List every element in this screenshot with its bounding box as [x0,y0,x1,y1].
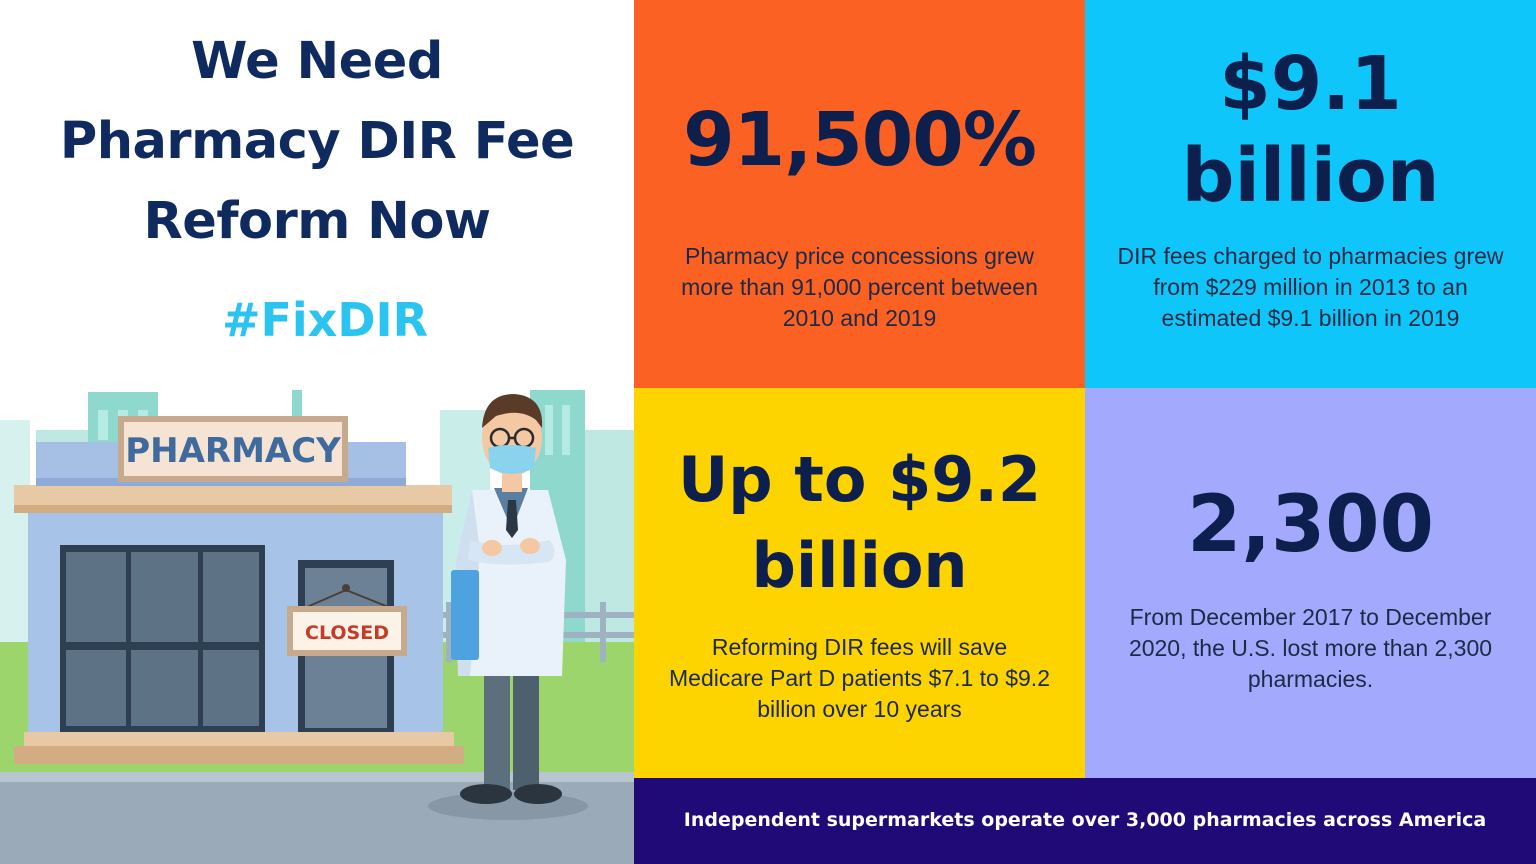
stat-value-line-2: billion [1181,133,1440,219]
pharmacy-building: PHARMACY CLOSED [14,416,464,764]
headline-line-1: We Need [191,32,443,91]
hashtag: #FixDIR [221,293,429,347]
stat-tile-price-concessions: 91,500% Pharmacy price concessions grew … [634,0,1085,388]
stat-value: 91,500% [683,97,1037,183]
pharmacy-illustration: PHARMACY CLOSED [0,390,634,864]
stat-description: Pharmacy price concessions grew more tha… [681,243,1038,331]
stat-value-line-1: $9.1 [1219,41,1402,127]
pharmacy-sign: PHARMACY [125,431,341,471]
stat-tile-dir-fees: $9.1 billion DIR fees charged to pharmac… [1085,0,1536,388]
stat-description: From December 2017 to December 2020, the… [1128,604,1493,692]
stat-tile-pharmacies-lost: 2,300 From December 2017 to December 202… [1085,388,1536,778]
stat-tile-medicare-savings: Up to $9.2 billion Reforming DIR fees wi… [634,388,1085,778]
headline-line-3: Reform Now [143,192,491,251]
closed-sign: CLOSED [305,622,389,644]
stat-value: 2,300 [1187,480,1434,570]
stat-description: Reforming DIR fees will save Medicare Pa… [669,634,1050,722]
pharmacist-figure [428,394,588,820]
stat-description: DIR fees charged to pharmacies grew from… [1117,243,1504,331]
stat-value-line-2: billion [751,529,968,602]
headline: We Need Pharmacy DIR Fee Reform Now [0,22,634,262]
left-panel: We Need Pharmacy DIR Fee Reform Now #Fix… [0,0,634,864]
footer-text: Independent supermarkets operate over 3,… [683,809,1487,831]
footer-banner: Independent supermarkets operate over 3,… [634,778,1536,864]
stat-value-line-1: Up to $9.2 [677,443,1042,516]
headline-line-2: Pharmacy DIR Fee [59,112,575,171]
